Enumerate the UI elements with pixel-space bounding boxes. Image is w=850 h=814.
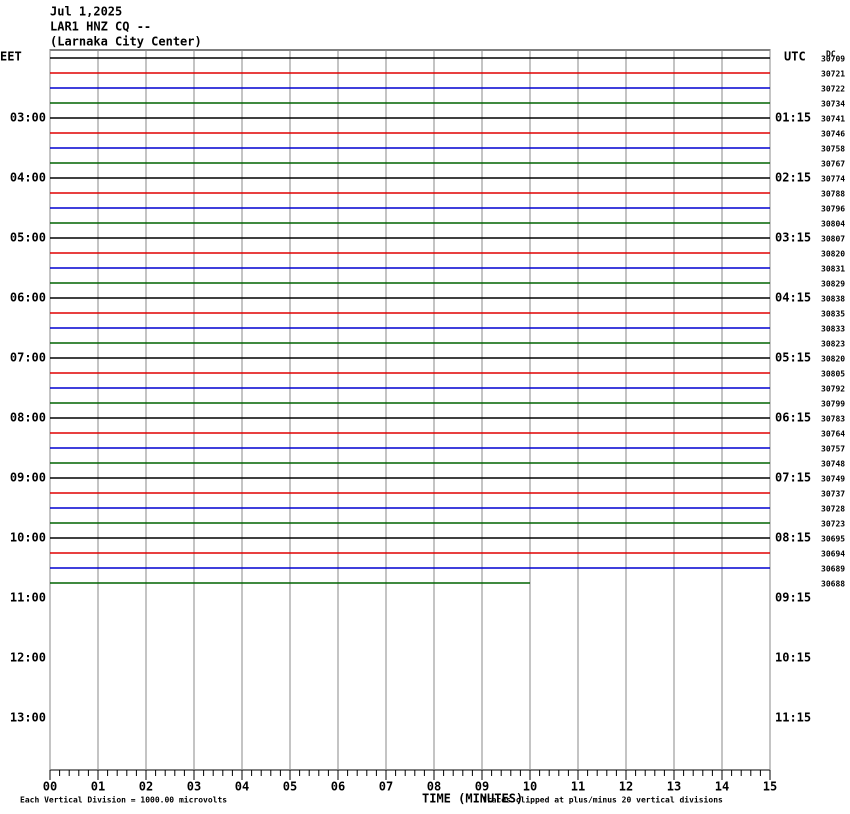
dc-value: 30723 [821, 520, 845, 529]
dc-value: 30788 [821, 190, 845, 199]
dc-value: 30835 [821, 310, 845, 319]
right-hour-label: 08:15 [775, 531, 811, 545]
date: Jul 1,2025 [50, 5, 122, 19]
dc-value: 30838 [821, 295, 845, 304]
left-hour-label: 05:00 [10, 231, 46, 245]
right-hour-label: 06:15 [775, 411, 811, 425]
x-tick-label: 02 [139, 780, 153, 794]
right-hour-label: 11:15 [775, 711, 811, 725]
x-tick-label: 08 [427, 780, 441, 794]
dc-value: 30689 [821, 565, 845, 574]
dc-value: 30709 [821, 55, 845, 64]
station: LAR1 HNZ CQ -- [50, 20, 151, 34]
right-zone: UTC [784, 50, 806, 64]
dc-value: 30807 [821, 235, 845, 244]
dc-value: 30688 [821, 580, 845, 589]
right-hour-label: 10:15 [775, 651, 811, 665]
dc-value: 30749 [821, 475, 845, 484]
x-tick-label: 09 [475, 780, 489, 794]
left-hour-label: 06:00 [10, 291, 46, 305]
dc-value: 30728 [821, 505, 845, 514]
dc-value: 30695 [821, 535, 845, 544]
left-hour-label: 03:00 [10, 111, 46, 125]
x-tick-label: 04 [235, 780, 249, 794]
right-hour-label: 09:15 [775, 591, 811, 605]
dc-value: 30799 [821, 400, 845, 409]
left-hour-label: 13:00 [10, 711, 46, 725]
x-tick-label: 07 [379, 780, 393, 794]
right-hour-label: 03:15 [775, 231, 811, 245]
location: (Larnaka City Center) [50, 35, 202, 49]
dc-value: 30746 [821, 130, 845, 139]
dc-value: 30767 [821, 160, 845, 169]
dc-value: 30764 [821, 430, 845, 439]
dc-value: 30831 [821, 265, 845, 274]
right-hour-label: 02:15 [775, 171, 811, 185]
x-axis-title: TIME (MINUTES) [422, 792, 523, 806]
dc-value: 30796 [821, 205, 845, 214]
dc-value: 30741 [821, 115, 845, 124]
left-hour-label: 12:00 [10, 651, 46, 665]
dc-value: 30792 [821, 385, 845, 394]
dc-value: 30774 [821, 175, 845, 184]
dc-value: 30721 [821, 70, 845, 79]
right-hour-label: 04:15 [775, 291, 811, 305]
left-hour-label: 07:00 [10, 351, 46, 365]
right-hour-label: 07:15 [775, 471, 811, 485]
dc-title: DC [826, 50, 836, 59]
dc-value: 30820 [821, 355, 845, 364]
dc-value: 30820 [821, 250, 845, 259]
x-tick-label: 14 [715, 780, 729, 794]
dc-value: 30823 [821, 340, 845, 349]
left-zone: EET [0, 50, 22, 64]
dc-value: 30833 [821, 325, 845, 334]
dc-value: 30805 [821, 370, 845, 379]
right-hour-label: 01:15 [775, 111, 811, 125]
x-tick-label: 03 [187, 780, 201, 794]
left-hour-label: 08:00 [10, 411, 46, 425]
left-hour-label: 10:00 [10, 531, 46, 545]
x-tick-label: 15 [763, 780, 777, 794]
x-tick-label: 05 [283, 780, 297, 794]
scale-note: Each Vertical Division = 1000.00 microvo… [20, 795, 227, 805]
dc-value: 30829 [821, 280, 845, 289]
x-tick-label: 01 [91, 780, 105, 794]
dc-value: 30758 [821, 145, 845, 154]
x-tick-label: 06 [331, 780, 345, 794]
x-tick-label: 00 [43, 780, 57, 794]
x-tick-label: 10 [523, 780, 537, 794]
clip-note: Traces clipped at plus/minus 20 vertical… [482, 795, 723, 805]
dc-value: 30694 [821, 550, 845, 559]
dc-value: 30734 [821, 100, 845, 109]
right-hour-label: 05:15 [775, 351, 811, 365]
dc-value: 30722 [821, 85, 845, 94]
dc-value: 30804 [821, 220, 845, 229]
left-hour-label: 04:00 [10, 171, 46, 185]
dc-value: 30783 [821, 415, 845, 424]
dc-value: 30748 [821, 460, 845, 469]
x-tick-label: 11 [571, 780, 585, 794]
left-hour-label: 09:00 [10, 471, 46, 485]
x-tick-label: 12 [619, 780, 633, 794]
dc-value: 30737 [821, 490, 845, 499]
dc-value: 30757 [821, 445, 845, 454]
left-hour-label: 11:00 [10, 591, 46, 605]
x-tick-label: 13 [667, 780, 681, 794]
